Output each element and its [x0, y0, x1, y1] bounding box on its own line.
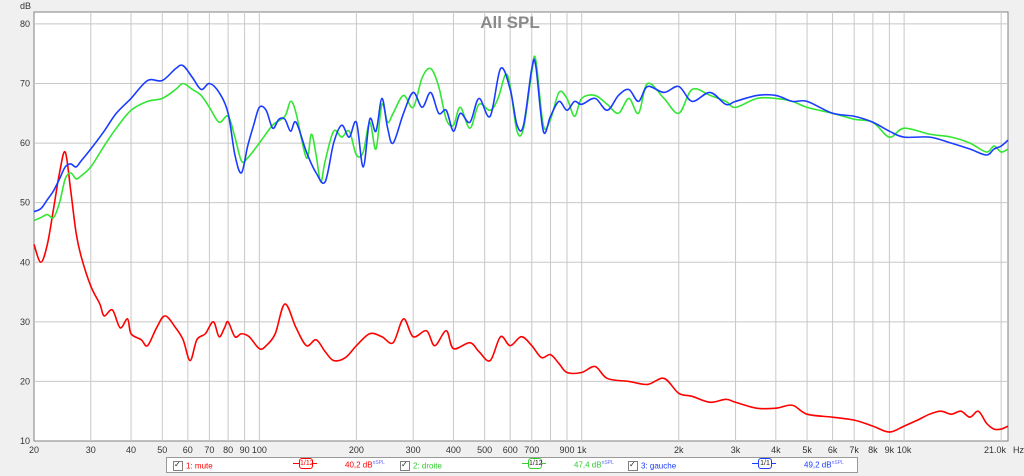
x-tick-label: 900 — [559, 445, 574, 455]
x-tick-label: 20 — [29, 445, 39, 455]
x-tick-label: 500 — [477, 445, 492, 455]
x-axis-unit: Hz — [1013, 445, 1024, 455]
smoothing-control-droite[interactable]: 1/12 — [522, 458, 546, 469]
x-axis-ticks: 20 30 40 50 60 70 80 90 100 200 300 400 500 600 700 900… — [29, 445, 1006, 455]
level-readout-gauche: 49,2 dBnSPL — [804, 460, 844, 470]
x-tick-label: 80 — [223, 445, 233, 455]
x-tick-label: 70 — [204, 445, 214, 455]
level-readout-droite: 47,4 dBnSPL — [574, 460, 614, 470]
x-tick-label: 5k — [802, 445, 812, 455]
x-tick-label: 2k — [674, 445, 684, 455]
y-tick-label: 10 — [20, 436, 30, 446]
x-tick-label: 21.0k — [984, 445, 1007, 455]
legend-name: droite — [421, 461, 442, 471]
x-tick-label: 9k — [885, 445, 895, 455]
smoothing-control-mute[interactable]: 1/12 — [293, 458, 317, 469]
legend-name: mute — [194, 461, 213, 471]
x-tick-label: 1k — [577, 445, 587, 455]
x-tick-label: 7k — [849, 445, 859, 455]
x-tick-label: 700 — [524, 445, 539, 455]
y-axis-label: dB — [20, 1, 31, 11]
y-tick-label: 40 — [20, 257, 30, 267]
x-tick-label: 200 — [349, 445, 364, 455]
x-tick-label: 10k — [897, 445, 912, 455]
legend-item-droite[interactable]: 2: droite — [400, 459, 442, 471]
legend-name: gauche — [649, 461, 677, 471]
legend-index: 3: — [641, 461, 648, 471]
x-tick-label: 600 — [503, 445, 518, 455]
x-tick-label: 60 — [183, 445, 193, 455]
x-tick-label: 400 — [446, 445, 461, 455]
checkbox-mute[interactable] — [173, 459, 183, 471]
legend-index: 1: — [186, 461, 193, 471]
legend-item-gauche[interactable]: 3: gauche — [628, 459, 677, 471]
x-tick-label: 90 — [240, 445, 250, 455]
x-tick-label: 8k — [868, 445, 878, 455]
chart-title: All SPL — [480, 13, 540, 32]
x-tick-label: 50 — [157, 445, 167, 455]
x-tick-label: 100 — [252, 445, 267, 455]
x-tick-label: 300 — [406, 445, 421, 455]
y-tick-label: 50 — [20, 198, 30, 208]
legend-item-mute[interactable]: 1: mute — [173, 459, 213, 471]
x-tick-label: 3k — [731, 445, 741, 455]
smoothing-control-gauche[interactable]: 1/1 — [752, 458, 776, 469]
y-tick-label: 80 — [20, 19, 30, 29]
checkbox-droite[interactable] — [400, 459, 410, 471]
y-tick-label: 70 — [20, 79, 30, 89]
plot-area[interactable] — [33, 11, 1009, 442]
series-line-mute — [33, 150, 1009, 433]
level-readout-mute: 40,2 dBnSPL — [345, 460, 385, 470]
x-tick-label: 6k — [828, 445, 838, 455]
y-tick-label: 30 — [20, 317, 30, 327]
y-axis-ticks: 10 20 30 40 50 60 70 80 — [20, 19, 30, 446]
y-tick-label: 20 — [20, 376, 30, 386]
series-lines — [33, 55, 1009, 433]
series-line-droite — [33, 55, 1009, 222]
checkbox-gauche[interactable] — [628, 459, 638, 471]
legend-bar: 1: mute 1/12 40,2 dBnSPL 2: droite 1/12 … — [166, 457, 858, 473]
series-line-gauche — [33, 58, 1009, 213]
x-tick-label: 40 — [126, 445, 136, 455]
x-tick-label: 4k — [771, 445, 781, 455]
x-tick-label: 30 — [86, 445, 96, 455]
legend-index: 2: — [413, 461, 420, 471]
y-tick-label: 60 — [20, 138, 30, 148]
